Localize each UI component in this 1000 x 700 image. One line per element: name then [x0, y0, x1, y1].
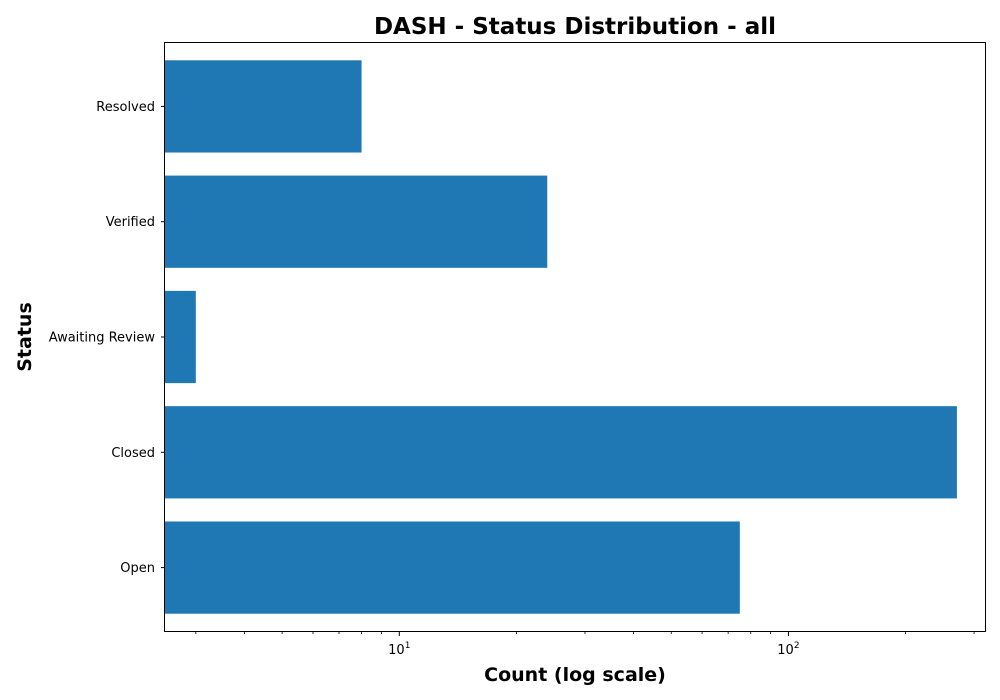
x-axis-ticks: 101 102	[195, 631, 975, 658]
bar-open	[165, 521, 740, 614]
y-tick-label: Awaiting Review	[49, 331, 156, 346]
bar-closed	[165, 406, 957, 499]
y-tick-label: Verified	[106, 215, 155, 230]
y-tick-label: Resolved	[96, 100, 155, 115]
bar-awaiting-review	[165, 290, 196, 384]
plot-frame	[164, 42, 986, 632]
y-tick-label: Open	[120, 561, 155, 576]
y-axis-label: Status	[14, 302, 36, 372]
bars-layer	[165, 60, 957, 614]
y-axis-ticks: Open Closed Awaiting Review Verified Resolve…	[49, 100, 165, 576]
x-tick-label: 102	[777, 641, 799, 658]
x-axis-label: Count (log scale)	[484, 664, 666, 686]
chart-title: DASH - Status Distribution - all	[374, 14, 776, 40]
x-tick-label: 101	[388, 641, 410, 658]
y-tick-label: Closed	[111, 446, 155, 461]
bar-verified	[165, 175, 548, 268]
bar-resolved	[165, 60, 362, 153]
